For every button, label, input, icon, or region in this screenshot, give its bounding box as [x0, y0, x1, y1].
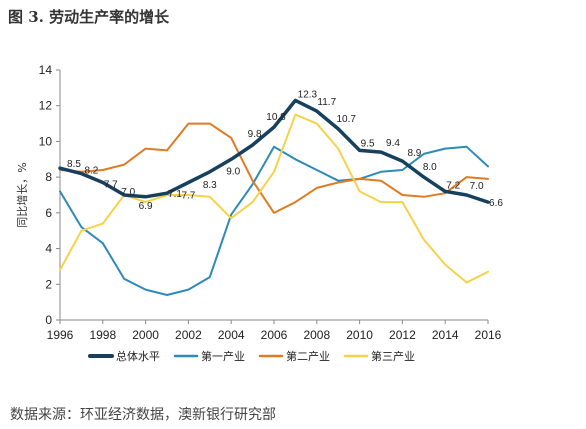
x-tick-label: 2012: [389, 328, 416, 342]
data-label: 10.8: [266, 112, 286, 123]
data-label: 8.9: [407, 148, 421, 159]
y-tick-label: 8: [45, 170, 52, 184]
series-line-3: [59, 122, 489, 214]
legend-label: 第一产业: [201, 349, 245, 363]
series-line-2: [59, 145, 489, 296]
y-tick-label: 12: [39, 99, 53, 113]
data-labels: 8.58.27.77.06.97.1 7.78.39.09.810.812.311…: [67, 89, 503, 211]
x-tick-label: 2000: [132, 328, 159, 342]
x-tick-label: 2014: [432, 328, 459, 342]
legend-label: 第三产业: [371, 349, 415, 363]
labor-productivity-chart: 0 2 4 6 8 10 12 14 1996 1998 2000 2002 2004 2006 2008 2…: [15, 63, 503, 363]
series-lines: [58, 98, 490, 296]
data-label: 9.5: [361, 138, 375, 149]
data-label: 6.6: [489, 198, 503, 209]
x-tick-label: 2010: [346, 328, 373, 342]
source-note: 数据来源：环亚经济数据，澳新银行研究部: [10, 407, 276, 423]
x-tick-label: 2008: [303, 328, 330, 342]
x-tick-label: 1998: [89, 328, 116, 342]
y-tick-label: 6: [45, 206, 52, 220]
series-line-4: [59, 113, 489, 284]
data-label: 9.8: [248, 129, 262, 140]
legend-label: 第二产业: [286, 349, 330, 363]
series-line-1: [58, 98, 490, 204]
data-label: 7.0: [470, 181, 484, 192]
data-label: 8.0: [423, 162, 437, 173]
y-tick-label: 14: [39, 63, 53, 77]
data-label: 7.2: [446, 180, 460, 191]
data-label: 9.0: [226, 166, 240, 177]
legend: 总体水平 第一产业 第二产业 第三产业: [88, 349, 415, 363]
data-label: 8.2: [84, 166, 98, 177]
axes: 0 2 4 6 8 10 12 14 1996 1998 2000 2002 2004 2006 2008 2…: [15, 63, 502, 342]
data-label: 9.4: [386, 138, 400, 149]
y-tick-label: 0: [45, 313, 52, 327]
data-label: 10.7: [336, 114, 356, 125]
x-tick-label: 2004: [218, 328, 245, 342]
data-label: 8.3: [203, 180, 217, 191]
x-tick-label: 2016: [475, 328, 502, 342]
data-label: 8.5: [67, 159, 81, 170]
page-title: 图 3. 劳动生产率的增长: [8, 8, 170, 26]
data-label: 7.0: [121, 187, 135, 198]
y-tick-label: 4: [45, 242, 52, 256]
legend-label: 总体水平: [116, 349, 160, 363]
data-label: 7.1: [168, 189, 182, 200]
data-label: 7.7: [181, 191, 195, 202]
data-label: 11.7: [317, 97, 336, 108]
x-tick-label: 1996: [47, 328, 74, 342]
y-axis-title: 同比增长，%: [15, 162, 29, 227]
data-label: 7.7: [104, 180, 118, 191]
data-label: 12.3: [298, 89, 318, 100]
y-tick-label: 2: [45, 277, 52, 291]
y-tick-label: 10: [39, 134, 53, 148]
x-tick-label: 2006: [261, 328, 288, 342]
data-label: 6.9: [139, 201, 153, 212]
x-tick-label: 2002: [175, 328, 202, 342]
